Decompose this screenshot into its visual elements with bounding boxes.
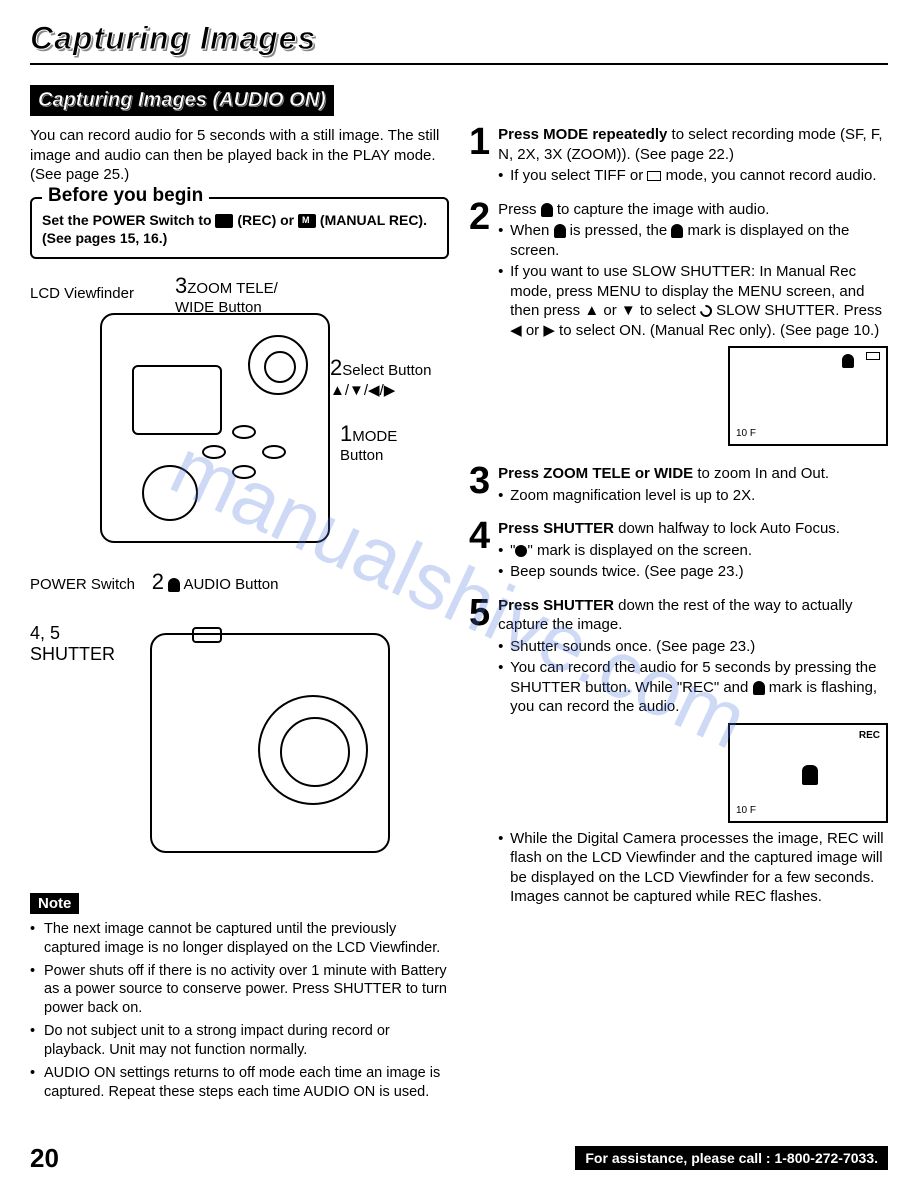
step-2: 2 Press to capture the image with audio.… [469,200,888,453]
note-item: Power shuts off if there is no activity … [30,962,449,1019]
lcd-counter: 10 F [736,427,756,440]
subtitle-box: Capturing Images (AUDIO ON) [30,85,334,116]
diagram1-bottom-labels: POWER Switch 2 AUDIO Button [30,569,449,595]
note-item: Do not subject unit to a strong impact d… [30,1022,449,1060]
shutter-label: 4, 5 SHUTTER [30,623,115,665]
mic-icon [541,203,553,217]
note-item: AUDIO ON settings returns to off mode ea… [30,1064,449,1102]
step-lead-bold: Press SHUTTER [498,520,614,537]
power-switch-icon [142,465,198,521]
power-switch-label: POWER Switch [30,576,135,593]
right-column: 1 Press MODE repeatedly to select record… [469,85,888,1105]
step-lead-rest: to zoom In and Out. [693,465,829,482]
step-number: 3 [469,464,490,507]
step-5: 5 Press SHUTTER down the rest of the way… [469,596,888,909]
left-column: Capturing Images (AUDIO ON) You can reco… [30,85,449,1105]
camera-front-outline [150,633,390,853]
camera-front-diagram: 4, 5 SHUTTER [30,603,449,883]
camera-body-outline [100,313,330,543]
step-sub-item: If you select TIFF or mode, you cannot r… [498,166,888,186]
step-number: 5 [469,596,490,909]
step-lead-rest: down halfway to lock Auto Focus. [614,520,840,537]
callout-num-2b: 2 [152,569,164,594]
intro-text: You can record audio for 5 seconds with … [30,126,449,185]
step-4: 4 Press SHUTTER down halfway to lock Aut… [469,519,888,584]
select-button-label: Select Button [342,362,431,379]
lcd-screen-icon [132,365,222,435]
shutter-button-icon [192,627,222,643]
manual-rec-icon [298,214,316,228]
lcd-preview-2: REC 10 F [728,723,888,823]
step-number: 4 [469,519,490,584]
direction-arrows-icon: ▲/▼/◀/▶ [330,382,395,399]
lcd-viewfinder-label: LCD Viewfinder [30,285,134,302]
notes-list: The next image cannot be captured until … [30,920,449,1102]
mic-icon [842,354,854,368]
step-tail: While the Digital Camera processes the i… [498,829,888,907]
camera-back-diagram: LCD Viewfinder 3ZOOM TELE/ WIDE Button 2… [30,273,449,563]
camera-rec-icon [215,214,233,228]
step-sub-item: Shutter sounds once. (See page 23.) [498,637,888,657]
callout-num-3: 3 [175,273,187,298]
mic-icon [671,224,683,238]
callout-num-1: 1 [340,421,352,446]
lcd-counter: 10 F [736,804,756,817]
step-sub-item: If you want to use SLOW SHUTTER: In Manu… [498,262,888,340]
step-sub-item: When is pressed, the mark is displayed o… [498,221,888,260]
mic-icon [802,765,818,785]
before-title: Before you begin [42,185,209,207]
step-lead-bold: Press ZOOM TELE or WIDE [498,465,693,482]
burst-icon [647,171,661,181]
battery-icon [866,352,880,360]
lens-icon [258,695,368,805]
before-you-begin-box: Before you begin Set the POWER Switch to… [30,197,449,259]
zoom-button-label: ZOOM TELE/ WIDE Button [175,280,278,316]
diagram-button-icon [232,425,256,439]
rec-indicator: REC [859,729,880,742]
assistance-bar: For assistance, please call : 1-800-272-… [575,1146,888,1170]
focus-dot-icon [515,545,527,557]
before-text-2: (REC) or [237,212,298,228]
diagram-button-icon [232,465,256,479]
step-1: 1 Press MODE repeatedly to select record… [469,125,888,188]
before-text: Set the POWER Switch to (REC) or (MANUAL… [42,211,437,247]
section-subtitle: Capturing Images (AUDIO ON) [38,89,326,111]
step-lead-bold: Press MODE repeatedly [498,126,667,143]
mic-icon [753,681,765,695]
mic-icon [554,224,566,238]
mic-icon [168,578,180,592]
audio-button-label: AUDIO Button [183,576,278,593]
lcd-preview-1: 10 F [728,346,888,446]
page-number: 20 [30,1143,59,1174]
step-sub-item: "" mark is displayed on the screen. [498,541,888,561]
mode-dial-icon [248,335,308,395]
step-sub-item: Beep sounds twice. (See page 23.) [498,562,888,582]
step-sub-item: You can record the audio for 5 seconds b… [498,658,888,717]
callout-num-2: 2 [330,355,342,380]
before-text-1: Set the POWER Switch to [42,212,215,228]
note-badge: Note [30,893,79,914]
step-number: 1 [469,125,490,188]
step-3: 3 Press ZOOM TELE or WIDE to zoom In and… [469,464,888,507]
step-lead-bold: Press SHUTTER [498,597,614,614]
diagram-button-icon [202,445,226,459]
note-item: The next image cannot be captured until … [30,920,449,958]
moon-icon [697,303,714,320]
step-sub-item: Zoom magnification level is up to 2X. [498,486,888,506]
page-title: Capturing Images [30,20,888,65]
diagram-button-icon [262,445,286,459]
step-number: 2 [469,200,490,453]
